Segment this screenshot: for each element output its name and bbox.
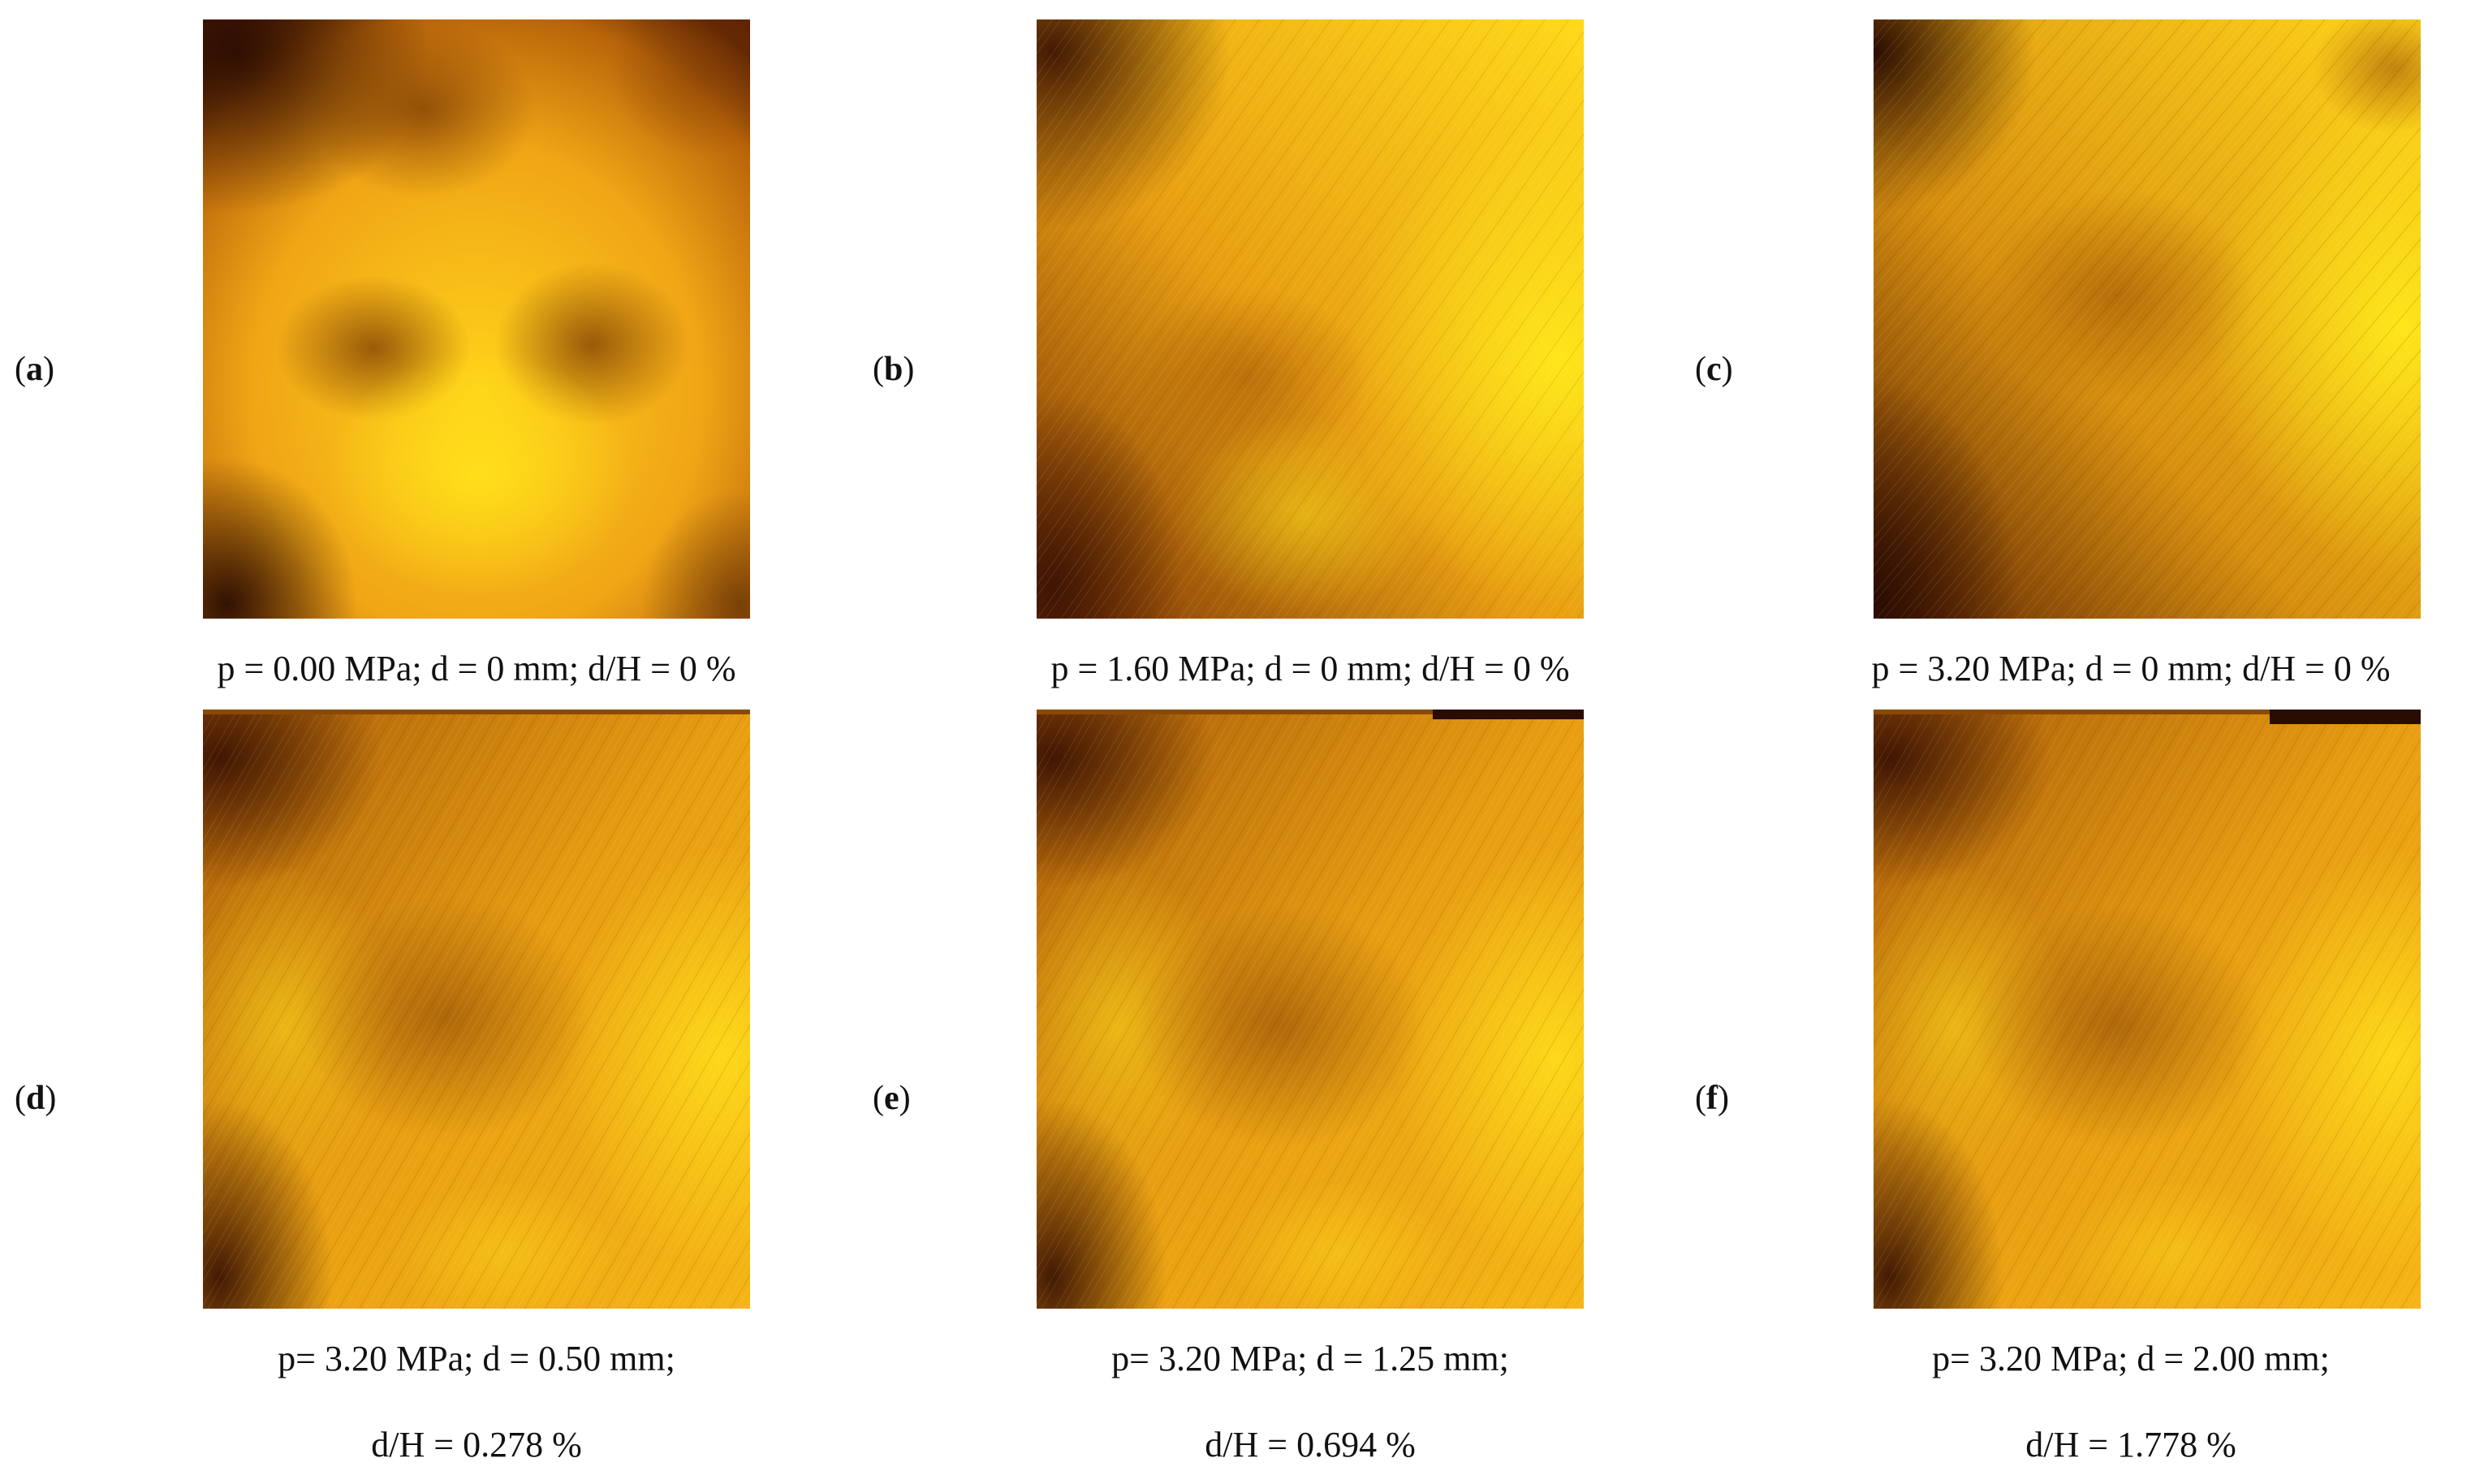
caption-e-line1: p= 3.20 MPa; d = 1.25 mm; [1111,1339,1509,1378]
caption-d-line1: p= 3.20 MPa; d = 0.50 mm; [278,1339,675,1378]
panel-label-d: (d) [15,1080,57,1117]
panel-label-f: (f) [1695,1080,1729,1117]
panel-label-e: (e) [873,1080,911,1117]
caption-e-line2: d/H = 0.694 % [1205,1425,1416,1465]
photo-c [1874,19,2421,619]
panel-label-c: (c) [1695,351,1733,388]
caption-a: p = 0.00 MPa; d = 0 mm; d/H = 0 % [217,649,736,688]
photo-e [1037,710,1584,1309]
panel-label-a: (a) [15,351,54,388]
caption-f-line1: p= 3.20 MPa; d = 2.00 mm; [1932,1339,2330,1378]
photo-a [203,19,750,619]
photo-d [203,710,750,1309]
caption-b: p = 1.60 MPa; d = 0 mm; d/H = 0 % [1050,649,1570,688]
photo-f [1874,710,2421,1309]
caption-f-line2: d/H = 1.778 % [2025,1425,2236,1465]
caption-c: p = 3.20 MPa; d = 0 mm; d/H = 0 % [1871,649,2391,688]
photo-b [1037,19,1584,619]
caption-d-line2: d/H = 0.278 % [371,1425,582,1465]
panel-label-b: (b) [873,351,915,388]
